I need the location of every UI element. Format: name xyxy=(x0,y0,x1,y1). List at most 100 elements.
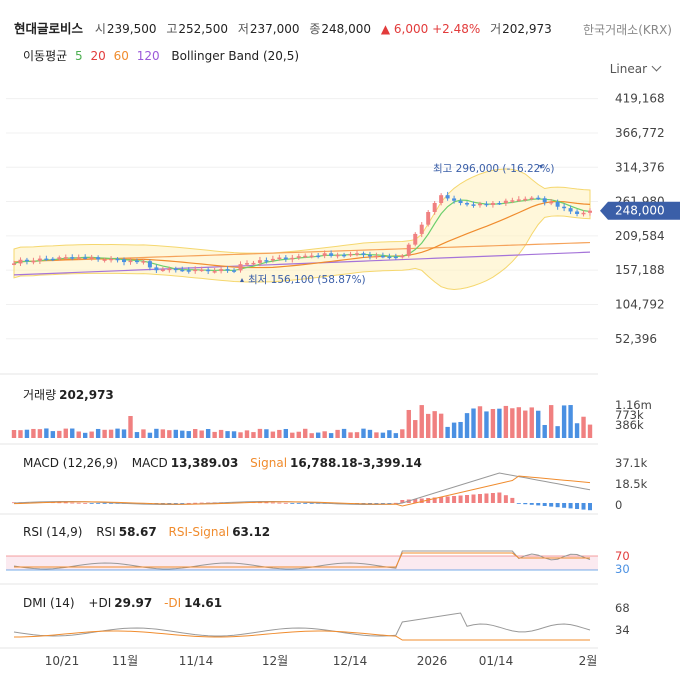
candle xyxy=(141,261,146,263)
macd-signal-line xyxy=(13,475,591,507)
price-tick-label: 104,792 xyxy=(615,297,665,311)
candle xyxy=(575,211,580,214)
candle xyxy=(503,200,508,204)
candle xyxy=(173,268,178,271)
low-value: 237,000 xyxy=(249,22,300,36)
macd-hist-bar xyxy=(510,497,515,503)
macd-label: MACD xyxy=(131,456,168,470)
low-annotation: 최저 156,100 (58.87%) xyxy=(248,274,366,286)
volume-bar xyxy=(31,428,36,438)
x-tick-label: 01/14 xyxy=(479,654,514,668)
x-tick-label: 10/21 xyxy=(45,654,80,668)
change-pct: +2.48% xyxy=(432,22,481,36)
volume-bar xyxy=(108,429,114,438)
candle xyxy=(465,203,470,205)
volume-bar xyxy=(536,410,541,438)
macd-hist-bar xyxy=(503,495,508,503)
volume-bar xyxy=(393,433,399,438)
high-value: 252,500 xyxy=(178,22,229,36)
macd-hist-bar xyxy=(484,493,489,503)
volume-bar xyxy=(322,431,327,438)
volume-bar xyxy=(348,432,353,438)
candle xyxy=(251,262,256,265)
macd-hist-bar xyxy=(575,503,580,509)
x-tick-label: 12/14 xyxy=(333,654,368,668)
candle xyxy=(413,233,418,245)
rsi-signal-label: RSI-Signal xyxy=(168,525,230,539)
macd-legend: MACD (12,26,9) MACD 13,389.03 Signal 16,78… xyxy=(23,456,422,470)
macd-hist-bar xyxy=(465,495,470,503)
macd-hist-bar xyxy=(588,503,592,511)
volume-bar xyxy=(341,428,347,438)
candle xyxy=(329,253,334,256)
bb-label[interactable]: Bollinger Band (20,5) xyxy=(171,49,300,63)
candle xyxy=(37,258,42,261)
volume-bar xyxy=(432,411,437,438)
open-value: 239,500 xyxy=(106,22,157,36)
macd-line xyxy=(13,472,591,506)
candle xyxy=(432,202,437,213)
candle xyxy=(154,267,159,271)
candle xyxy=(89,257,94,259)
rsi-line xyxy=(13,550,591,570)
macd-hist-bar xyxy=(257,502,262,504)
volume-bar xyxy=(328,433,334,438)
macd-hist-bar xyxy=(367,503,372,504)
volume-bar xyxy=(205,429,211,438)
macd-hist-bar xyxy=(296,503,301,504)
volume-bar xyxy=(303,428,308,438)
macd-hist-bar xyxy=(199,502,204,504)
volume-bar xyxy=(561,405,567,438)
dmi-tick-label: 68 xyxy=(615,601,630,615)
volume-bar xyxy=(426,413,431,438)
candle xyxy=(238,264,243,271)
macd-hist-bar xyxy=(283,502,288,504)
ma120-label[interactable]: 120 xyxy=(136,49,160,63)
candle xyxy=(57,257,62,260)
mdi-value: 14.61 xyxy=(184,596,223,610)
volume-bar xyxy=(510,408,515,438)
dmi-legend: DMI (14) +DI 29.97 -DI 14.61 xyxy=(23,596,222,610)
volume-bar xyxy=(490,408,496,438)
scale-selector[interactable]: Linear xyxy=(610,61,662,76)
high-marker-icon xyxy=(539,165,543,169)
candle xyxy=(309,255,314,258)
candle xyxy=(335,254,340,257)
candle xyxy=(406,244,411,256)
candle xyxy=(452,198,457,201)
volume-bar xyxy=(225,431,230,438)
volume-bar xyxy=(115,428,120,438)
volume-panel-label: 거래량 xyxy=(23,388,57,402)
candle xyxy=(322,253,327,256)
volume-bar xyxy=(555,426,560,438)
macd-hist-bar xyxy=(419,498,424,503)
macd-hist-bar xyxy=(445,496,450,503)
pdi-value: 29.97 xyxy=(114,596,153,610)
macd-hist-bar xyxy=(57,502,62,504)
volume-bar xyxy=(445,426,450,438)
candle xyxy=(96,257,101,260)
candle xyxy=(555,201,560,207)
volume-bar xyxy=(484,411,489,438)
ma20-label[interactable]: 20 xyxy=(90,49,106,63)
low-marker-icon xyxy=(240,278,244,282)
macd-hist-bar xyxy=(309,503,314,504)
candle xyxy=(199,269,204,272)
macd-hist-bar xyxy=(290,503,295,504)
hist-value: -3,399.14 xyxy=(357,456,422,470)
candle xyxy=(24,259,29,262)
rsi-label: RSI xyxy=(96,525,116,539)
macd-hist-bar xyxy=(555,503,560,508)
macd-hist-bar xyxy=(70,502,75,504)
candle xyxy=(167,268,172,271)
candle xyxy=(102,259,107,261)
x-tick-label: 11/14 xyxy=(179,654,214,668)
ma60-label[interactable]: 60 xyxy=(113,49,129,63)
macd-hist-bar xyxy=(477,494,482,503)
candle xyxy=(270,258,275,261)
macd-hist-bar xyxy=(380,503,385,504)
candle xyxy=(400,255,405,258)
ma5-label[interactable]: 5 xyxy=(75,49,83,63)
rsi-signal-value: 63.12 xyxy=(232,525,271,539)
